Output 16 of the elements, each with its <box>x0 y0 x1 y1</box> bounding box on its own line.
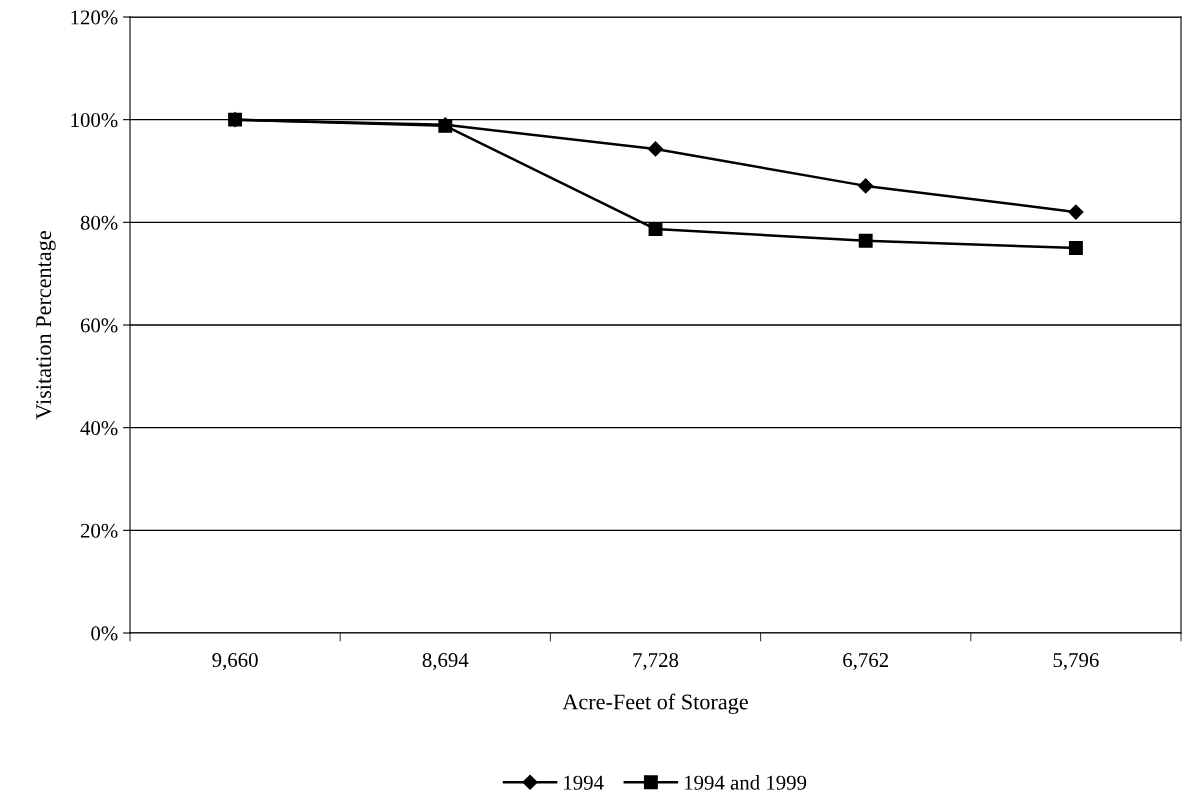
y-tick-label: 60% <box>80 318 118 333</box>
y-tick-label: 40% <box>80 421 118 436</box>
y-axis-title: Visitation Percentage <box>36 231 56 420</box>
y-tick-label: 120% <box>71 10 118 25</box>
y-tick-label: 80% <box>80 215 118 230</box>
x-tick-label: 7,728 <box>633 653 679 671</box>
y-tick-label: 20% <box>80 523 118 538</box>
x-tick-label: 9,660 <box>212 653 258 671</box>
x-tick-label: 6,762 <box>843 653 888 671</box>
x-tick-label: 8,694 <box>422 653 469 671</box>
y-tick-label: 100% <box>71 113 118 128</box>
x-axis-title: Acre-Feet of Storage <box>562 693 748 714</box>
legend-label: 1994 <box>564 775 604 790</box>
y-tick-label: 0% <box>91 626 118 641</box>
legend-label: 1994 and 1999 <box>685 775 807 790</box>
x-tick-label: 5,796 <box>1053 653 1099 671</box>
